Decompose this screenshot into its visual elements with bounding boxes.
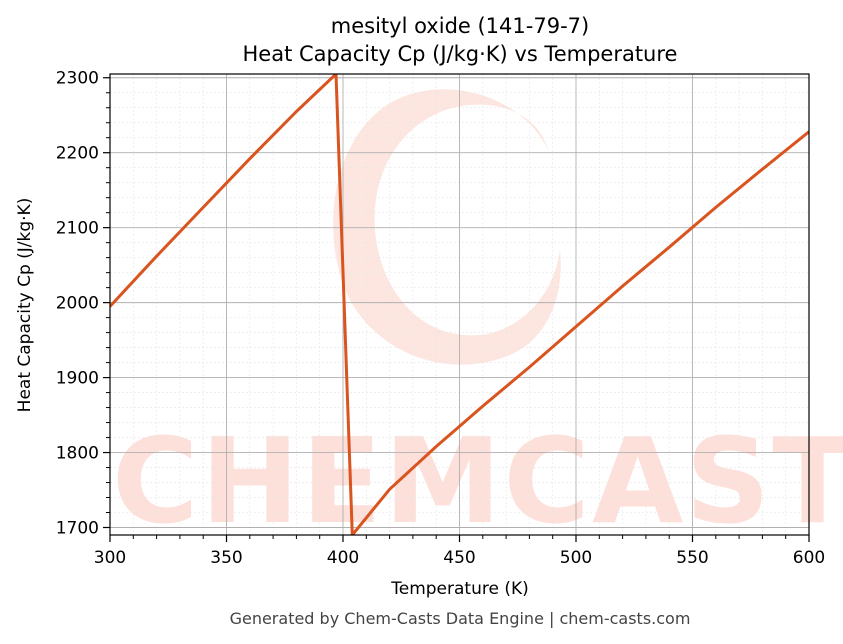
x-tick-label: 350	[210, 548, 242, 568]
x-tick-label: 400	[327, 548, 359, 568]
y-axis-label: Heat Capacity Cp (J/kg·K)	[15, 198, 35, 413]
y-axis: 1700 1800 1900 2000 2100 2200 2300	[56, 69, 110, 539]
watermark: CHEMCASTS	[112, 89, 843, 550]
y-tick-label: 1800	[56, 444, 99, 464]
y-tick-label: 2000	[56, 294, 99, 314]
y-tick-label: 2200	[56, 144, 99, 164]
x-tick-label: 500	[560, 548, 592, 568]
chart-title: mesityl oxide (141-79-7)	[331, 14, 589, 38]
x-tick-label: 300	[94, 548, 126, 568]
y-tick-label: 2300	[56, 69, 99, 89]
y-tick-label: 1700	[56, 519, 99, 539]
watermark-swirl-icon	[333, 89, 561, 365]
y-tick-label: 1900	[56, 369, 99, 389]
series-line	[110, 74, 809, 535]
x-tick-label: 450	[443, 548, 475, 568]
x-axis-label: Temperature (K)	[390, 579, 529, 599]
y-tick-label: 2100	[56, 219, 99, 239]
footer-credit: Generated by Chem-Casts Data Engine | ch…	[230, 609, 691, 628]
x-tick-label: 550	[676, 548, 708, 568]
watermark-text: CHEMCASTS	[112, 412, 843, 550]
x-axis: 300 350 400 450 500 550 600	[94, 535, 825, 568]
x-tick-label: 600	[793, 548, 825, 568]
chart-subtitle: Heat Capacity Cp (J/kg·K) vs Temperature	[243, 42, 678, 66]
